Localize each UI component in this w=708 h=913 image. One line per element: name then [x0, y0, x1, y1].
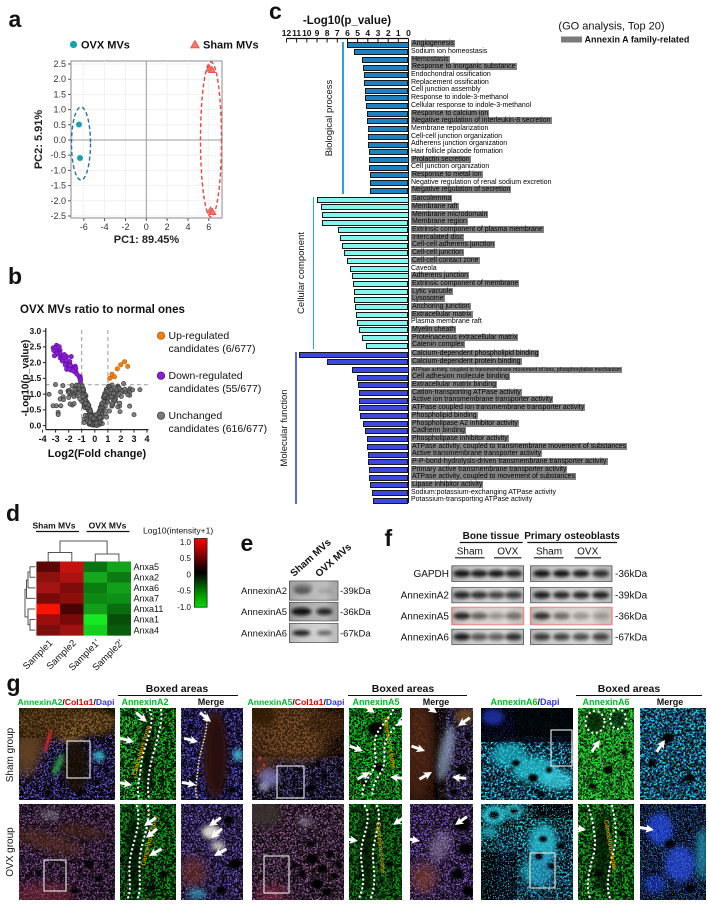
svg-text:1.0: 1.0 [53, 105, 66, 115]
svg-text:0: 0 [406, 28, 411, 38]
svg-text:0.5: 0.5 [53, 120, 66, 130]
svg-text:GAPDH: GAPDH [413, 569, 449, 580]
svg-text:Sham MVs: Sham MVs [33, 521, 76, 531]
svg-text:5: 5 [355, 28, 360, 38]
svg-text:0.0: 0.0 [29, 420, 41, 430]
svg-text:1.5: 1.5 [53, 89, 66, 99]
svg-text:Log2(Fold change): Log2(Fold change) [48, 448, 147, 460]
svg-text:1.0: 1.0 [29, 389, 41, 399]
svg-text:-4: -4 [101, 222, 109, 232]
svg-text:-1.0: -1.0 [177, 603, 191, 612]
svg-text:candidates (616/677): candidates (616/677) [169, 423, 268, 435]
svg-text:Log10(intensity+1): Log10(intensity+1) [143, 526, 213, 536]
svg-text:0: 0 [92, 434, 97, 444]
svg-text:0.0: 0.0 [53, 135, 66, 145]
svg-text:Anxa6: Anxa6 [134, 583, 160, 593]
svg-text:-3: -3 [52, 434, 60, 444]
svg-text:Anxa2: Anxa2 [134, 573, 160, 583]
svg-text:candidates (55/677): candidates (55/677) [169, 383, 262, 395]
svg-text:OVX MVs ratio to normal ones: OVX MVs ratio to normal ones [20, 304, 185, 316]
svg-text:Primary osteoblasts: Primary osteoblasts [524, 531, 620, 542]
svg-text:Anxa7: Anxa7 [134, 594, 160, 604]
svg-text:-36kDa: -36kDa [340, 607, 371, 618]
svg-text:2.0: 2.0 [29, 357, 41, 367]
svg-text:1: 1 [105, 434, 110, 444]
svg-text:2: 2 [118, 434, 123, 444]
svg-text:3.0: 3.0 [29, 326, 41, 336]
svg-text:OVX MVs: OVX MVs [81, 40, 130, 52]
svg-text:1: 1 [396, 28, 401, 38]
svg-text:AnnexinA6: AnnexinA6 [241, 629, 287, 640]
svg-text:12: 12 [282, 28, 292, 38]
svg-text:-1.0: -1.0 [50, 165, 66, 175]
svg-text:PC1: 89.45%: PC1: 89.45% [114, 234, 180, 246]
svg-text:-Log10(p_value): -Log10(p_value) [21, 340, 32, 417]
svg-text:OVX: OVX [577, 547, 598, 558]
svg-text:1.0: 1.0 [180, 538, 192, 547]
svg-text:-0.5: -0.5 [50, 150, 66, 160]
svg-text:Anxa1: Anxa1 [134, 615, 160, 625]
svg-text:-1: -1 [78, 434, 86, 444]
svg-text:-39kDa: -39kDa [615, 591, 648, 602]
svg-text:AnnexinA2: AnnexinA2 [401, 591, 450, 602]
svg-text:-1.5: -1.5 [50, 181, 66, 191]
svg-text:Sham: Sham [536, 547, 562, 558]
svg-text:11: 11 [292, 28, 301, 38]
svg-text:-36kDa: -36kDa [615, 569, 648, 580]
svg-text:(GO analysis, Top 20): (GO analysis, Top 20) [558, 21, 664, 33]
svg-text:4: 4 [365, 28, 370, 38]
svg-text:6: 6 [345, 28, 350, 38]
svg-text:-Log10(p_value): -Log10(p_value) [303, 15, 391, 27]
svg-text:-2.5: -2.5 [50, 211, 66, 221]
svg-text:7: 7 [335, 28, 340, 38]
svg-text:Annexin A family-related: Annexin A family-related [585, 35, 690, 45]
svg-text:2: 2 [386, 28, 391, 38]
svg-text:3: 3 [131, 434, 136, 444]
svg-text:2.5: 2.5 [29, 342, 41, 352]
svg-text:AnnexinA5: AnnexinA5 [401, 612, 450, 623]
svg-text:-6: -6 [80, 222, 88, 232]
svg-text:0.5: 0.5 [180, 554, 192, 563]
svg-text:2.5: 2.5 [53, 59, 66, 69]
svg-text:2: 2 [165, 222, 170, 232]
svg-text:candidates (6/677): candidates (6/677) [169, 343, 256, 355]
svg-text:-39kDa: -39kDa [340, 586, 371, 597]
svg-text:AnnexinA2: AnnexinA2 [241, 586, 287, 597]
svg-text:4: 4 [185, 222, 190, 232]
svg-text:OVX MVs: OVX MVs [89, 521, 127, 531]
svg-text:Anxa4: Anxa4 [134, 625, 160, 635]
svg-text:10: 10 [302, 28, 312, 38]
svg-text:AnnexinA6: AnnexinA6 [401, 632, 450, 643]
svg-text:0.5: 0.5 [29, 405, 41, 415]
svg-text:Bone tissue: Bone tissue [463, 531, 520, 542]
svg-text:0: 0 [144, 222, 149, 232]
svg-text:3: 3 [376, 28, 381, 38]
svg-text:Up-regulated: Up-regulated [169, 330, 230, 342]
svg-text:-67kDa: -67kDa [615, 632, 648, 643]
svg-text:6: 6 [206, 222, 211, 232]
svg-text:0: 0 [187, 570, 192, 579]
svg-text:OVX: OVX [497, 547, 518, 558]
svg-text:Unchanged: Unchanged [169, 410, 223, 422]
svg-text:Anxa5: Anxa5 [134, 562, 160, 572]
svg-text:-2: -2 [65, 434, 73, 444]
svg-text:8: 8 [325, 28, 330, 38]
svg-text:4: 4 [144, 434, 149, 444]
svg-text:-67kDa: -67kDa [340, 629, 371, 640]
svg-text:-4: -4 [39, 434, 47, 444]
svg-text:Anxa11: Anxa11 [134, 604, 164, 614]
svg-text:9: 9 [315, 28, 320, 38]
svg-text:1.5: 1.5 [29, 373, 41, 383]
svg-text:AnnexinA5: AnnexinA5 [241, 607, 287, 618]
svg-text:2.0: 2.0 [53, 74, 66, 84]
svg-text:PC2: 5.91%: PC2: 5.91% [33, 110, 45, 170]
svg-text:Down-regulated: Down-regulated [169, 370, 243, 382]
svg-text:-0.5: -0.5 [177, 587, 191, 596]
svg-text:-2: -2 [121, 222, 129, 232]
svg-text:Sham: Sham [457, 547, 483, 558]
svg-text:Sham MVs: Sham MVs [203, 40, 259, 52]
svg-text:-2.0: -2.0 [50, 196, 66, 206]
svg-text:-36kDa: -36kDa [615, 612, 648, 623]
